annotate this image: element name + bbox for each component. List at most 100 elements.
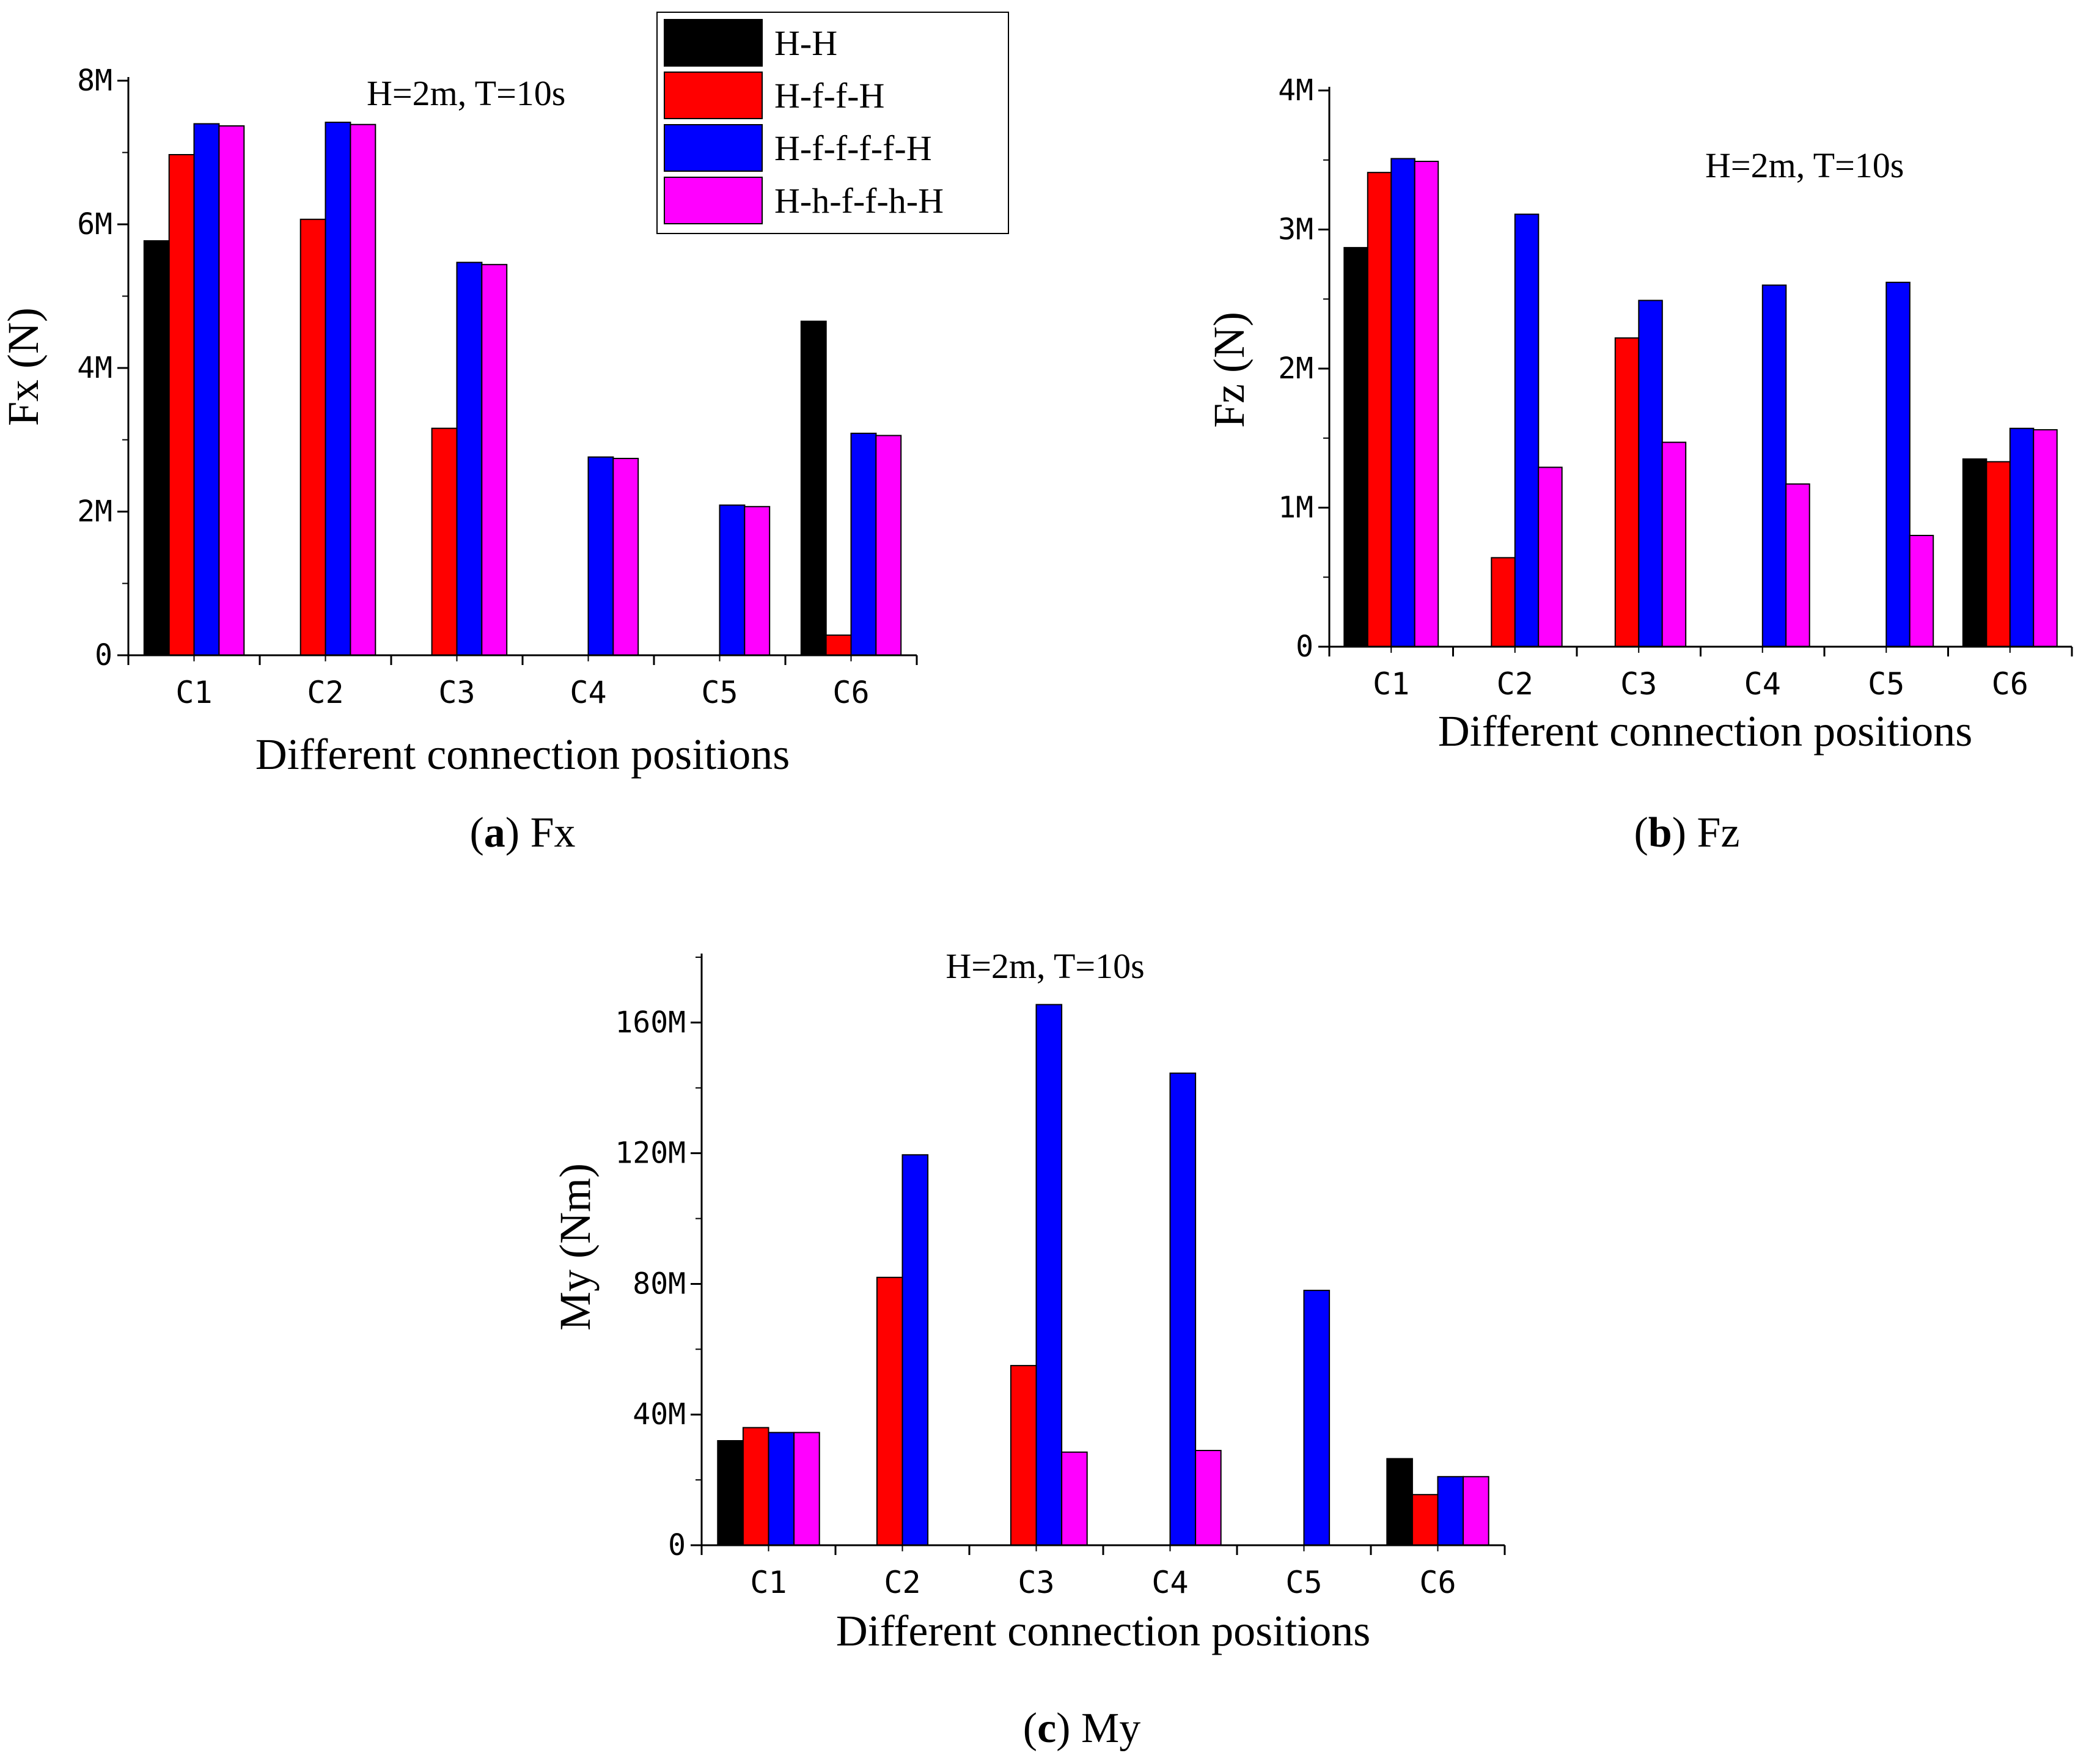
bar-b-C6-H-h-f-f-h-H (2033, 429, 2058, 647)
bar-c-C2-H-f-f-f-f-H (901, 1154, 929, 1546)
legend-swatch-H-f-f-H (664, 72, 763, 119)
bar-b-C6-H-f-f-H (1986, 461, 2011, 648)
y-tick-label-b: 3M (1278, 213, 1313, 247)
x-tick-label-a-C6: C6 (832, 675, 869, 710)
x-axis-title-c: Different connection positions (836, 1606, 1370, 1655)
x-axis-title-a: Different connection positions (255, 730, 790, 779)
y-axis-title-b: Fz (N) (1205, 312, 1254, 428)
annotation-a: H=2m, T=10s (367, 73, 565, 113)
legend-label-H-f-f-f-f-H: H-f-f-f-f-H (774, 128, 932, 168)
bar-c-C1-H-H (717, 1440, 744, 1546)
chart-a: 0 2M 4M 6M 8M C1 C2 C3 C4 C5 C6 H=2m, T=10s Differen… (0, 64, 918, 856)
bar-a-C5-H-f-f-f-f-H (719, 504, 746, 656)
bar-a-C1-H-h-f-f-h-H (218, 125, 245, 656)
legend-label-H-h-f-f-h-H: H-h-f-f-h-H (774, 181, 944, 221)
bar-a-C2-H-f-f-H (299, 218, 326, 656)
bar-c-C6-H-f-f-H (1411, 1494, 1439, 1546)
bar-b-C5-H-f-f-f-f-H (1885, 281, 1911, 647)
bar-a-C1-H-H (143, 240, 170, 656)
bar-a-C2-H-f-f-f-f-H (325, 122, 351, 656)
bar-a-C2-H-h-f-f-h-H (350, 123, 376, 656)
y-tick-label-b: 4M (1278, 73, 1313, 108)
bar-b-C1-H-f-f-H (1367, 172, 1392, 647)
bar-a-C6-H-H (800, 320, 827, 656)
bar-b-C3-H-h-f-f-h-H (1661, 441, 1687, 647)
caption-letter-c: c (1037, 1705, 1056, 1752)
y-tick-label-c: 120M (615, 1136, 686, 1171)
bar-c-C4-H-h-f-f-h-H (1195, 1450, 1222, 1546)
y-tick-label-b: 1M (1278, 491, 1313, 525)
bar-a-C6-H-f-f-f-f-H (850, 432, 877, 656)
bar-c-C3-H-h-f-f-h-H (1061, 1451, 1088, 1546)
y-tick-label-a: 8M (77, 64, 112, 98)
x-tick-label-a-C3: C3 (438, 675, 475, 710)
bar-a-C4-H-h-f-f-h-H (612, 458, 639, 656)
x-tick-label-c-C4: C4 (1151, 1565, 1188, 1600)
x-tick-label-c-C3: C3 (1018, 1565, 1054, 1600)
bar-b-C3-H-f-f-H (1614, 337, 1640, 648)
chart-b: 0 1M 2M 3M 4M C1 C2 C3 C4 C5 C6 H=2m, T=10s Differen… (1205, 73, 2073, 856)
x-tick-label-b-C2: C2 (1497, 666, 1533, 702)
bar-b-C4-H-f-f-f-f-H (1761, 284, 1787, 647)
y-tick-label-b: 2M (1278, 351, 1313, 386)
bar-b-C1-H-h-f-f-h-H (1414, 161, 1439, 647)
x-tick-label-c-C5: C5 (1285, 1565, 1322, 1600)
y-tick-label-b: 0 (1296, 630, 1313, 664)
x-tick-label-b-C6: C6 (1992, 666, 2028, 702)
x-tick-label-a-C4: C4 (570, 675, 606, 710)
x-tick-label-c-C2: C2 (884, 1565, 920, 1600)
bar-c-C6-H-H (1386, 1458, 1413, 1546)
chart-c: 0 40M 80M 120M 160M C1 C2 C3 C4 C5 C6 H=2m, T=10s Di… (551, 946, 1506, 1752)
bar-b-C6-H-H (1962, 458, 1988, 648)
bar-c-C1-H-h-f-f-h-H (793, 1432, 820, 1546)
x-tick-label-a-C1: C1 (175, 675, 212, 710)
legend-swatch-H-h-f-f-h-H (664, 177, 763, 224)
bar-b-C2-H-h-f-f-h-H (1538, 466, 1563, 647)
bar-c-C3-H-f-f-H (1010, 1365, 1037, 1546)
bar-c-C4-H-f-f-f-f-H (1169, 1072, 1197, 1546)
x-tick-label-b-C3: C3 (1620, 666, 1657, 702)
bar-c-C1-H-f-f-H (742, 1427, 769, 1546)
x-tick-label-b-C4: C4 (1744, 666, 1781, 702)
bar-a-C6-H-h-f-f-h-H (875, 435, 902, 656)
x-tick-label-a-C2: C2 (307, 675, 343, 710)
bar-c-C1-H-f-f-f-f-H (768, 1432, 795, 1546)
caption-letter-a: a (484, 809, 505, 856)
caption-c: (c) My (1023, 1705, 1140, 1752)
bar-c-C5-H-f-f-f-f-H (1303, 1290, 1331, 1546)
x-tick-label-b-C1: C1 (1373, 666, 1409, 702)
bar-a-C1-H-f-f-f-f-H (193, 123, 220, 656)
y-tick-label-c: 80M (633, 1267, 686, 1301)
bar-c-C2-H-f-f-H (876, 1276, 903, 1546)
y-axis-title-c: My (Nm) (551, 1163, 600, 1331)
y-tick-label-a: 0 (95, 638, 112, 672)
annotation-c: H=2m, T=10s (945, 946, 1144, 986)
caption-letter-b: b (1648, 809, 1672, 856)
legend-swatch-H-f-f-f-f-H (664, 124, 763, 172)
bar-b-C1-H-H (1343, 247, 1368, 648)
bar-a-C4-H-f-f-f-f-H (587, 456, 614, 656)
bar-b-C4-H-h-f-f-h-H (1785, 483, 1810, 647)
caption-b: (b) Fz (1634, 809, 1739, 856)
bar-b-C5-H-h-f-f-h-H (1909, 535, 1934, 647)
bar-b-C3-H-f-f-f-f-H (1638, 300, 1663, 647)
legend-label-H-f-f-H: H-f-f-H (774, 76, 884, 116)
bar-c-C3-H-f-f-f-f-H (1035, 1004, 1063, 1546)
y-axis-title-a: Fx (N) (0, 307, 48, 426)
bar-a-C3-H-f-f-H (431, 427, 458, 656)
bar-b-C2-H-f-f-f-f-H (1514, 213, 1540, 647)
caption-a: (a) Fx (469, 809, 575, 856)
annotation-b: H=2m, T=10s (1705, 145, 1904, 185)
y-tick-label-c: 40M (633, 1397, 686, 1432)
bar-a-C5-H-h-f-f-h-H (744, 506, 771, 656)
legend: H-H H-f-f-H H-f-f-f-f-H H-h-f-f-h-H (656, 12, 1009, 234)
x-tick-label-c-C6: C6 (1419, 1565, 1456, 1600)
y-tick-label-c: 0 (668, 1528, 686, 1562)
bar-c-C6-H-h-f-f-h-H (1463, 1476, 1489, 1546)
y-tick-label-a: 2M (77, 494, 112, 529)
bar-c-C6-H-f-f-f-f-H (1437, 1476, 1464, 1546)
x-axis-title-b: Different connection positions (1438, 707, 1972, 756)
legend-swatch-H-H (664, 19, 763, 67)
